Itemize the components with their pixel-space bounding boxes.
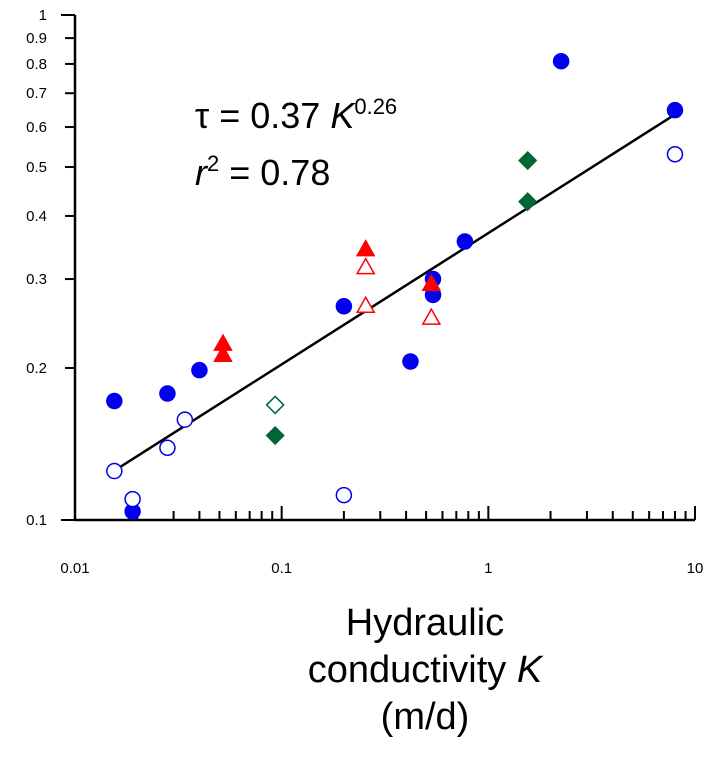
filled-circle-point [402,353,419,370]
equation-annotation: τ = 0.37 K0.26 [195,94,397,136]
open-circle-point [106,462,123,480]
open-triangle-point [355,295,376,314]
y-tick-label: 1 [39,7,47,24]
open-diamond-point [265,395,285,415]
filled-circle-point [335,298,353,315]
open-circle-point [124,490,141,508]
filled-diamond-point [265,425,285,446]
r-squared-annotation: r2 = 0.78 [195,151,330,193]
filled-circle-point [666,101,684,119]
y-tick-label: 0.1 [26,512,47,529]
y-tick-label: 0.3 [26,271,47,288]
x-axis-title-line-1: Hydraulic [345,602,505,644]
x-tick-label: 0.01 [60,560,89,577]
x-tick-label: 10 [687,560,704,577]
fit-line [113,114,675,472]
y-tick-label: 0.6 [26,119,47,136]
x-axis-title: Hydraulic conductivity K (m/d) [280,600,570,741]
x-tick-label: 1 [484,560,492,577]
filled-circle-point [456,233,474,250]
axes: 0.01 0.1 1 10 0.1 0.2 0.3 0.4 0.5 0.6 0.7 0.8 0.9 1 [26,7,703,577]
fit-line-group [113,114,675,472]
filled-triangle-point [213,344,233,362]
open-circle-point [666,145,684,163]
y-tick-label: 0.4 [26,208,47,225]
open-triangle-point [355,257,376,275]
filled-circle-point [552,52,570,70]
open-circle-point [159,439,176,457]
scatter-chart: 0.01 0.1 1 10 0.1 0.2 0.3 0.4 0.5 0.6 0.7 0.8 0.9 1 τ… [26,7,703,577]
filled-triangle-point [421,273,442,291]
data-points [106,52,684,520]
y-tick-label: 0.7 [26,85,47,102]
y-tick-label: 0.8 [26,56,47,73]
filled-diamond-point [518,150,538,171]
x-axis-title-line-2: conductivity K [307,649,543,691]
x-axis-title-line-3: (m/d) [380,696,470,738]
filled-diamond-point [518,192,538,212]
y-tick-label: 0.9 [26,30,47,47]
open-circle-point [176,411,194,428]
open-triangle-point [421,307,442,325]
filled-circle-point [106,392,123,410]
x-tick-label: 0.1 [271,560,292,577]
y-tick-label: 0.2 [26,360,47,377]
y-tick-label: 0.5 [26,159,47,176]
open-circle-point [335,486,353,504]
filled-circle-point [159,385,176,402]
filled-triangle-point [355,239,376,257]
filled-circle-point [191,361,208,379]
x-axis-title-variable: K [516,649,543,691]
